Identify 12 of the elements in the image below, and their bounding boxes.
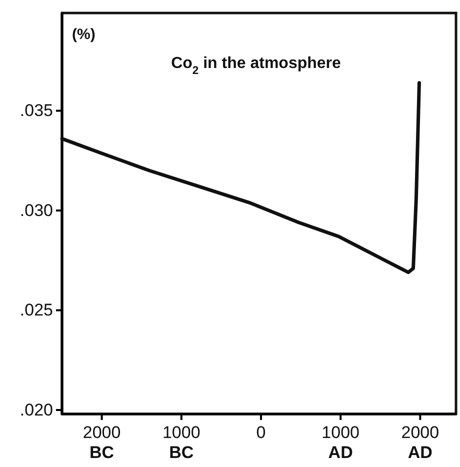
x-tick-label: 2000 BC bbox=[82, 423, 121, 462]
x-tick-label: 0 bbox=[256, 423, 266, 442]
x-tick-label: 2000 AD bbox=[401, 423, 440, 462]
y-axis-title: (%) bbox=[72, 26, 96, 43]
x-tick-label: 1000 AD bbox=[322, 423, 360, 462]
y-tick-label: .020 bbox=[20, 400, 53, 420]
y-tick-label: .035 bbox=[20, 101, 53, 120]
line-series bbox=[60, 81, 421, 274]
y-tick-label: .025 bbox=[20, 300, 53, 320]
x-tick-label: 1000 BC bbox=[162, 423, 200, 462]
text: Co$_{2}$ in the atmosphere bbox=[171, 55, 342, 77]
y-tick-label: .030 bbox=[20, 200, 53, 220]
